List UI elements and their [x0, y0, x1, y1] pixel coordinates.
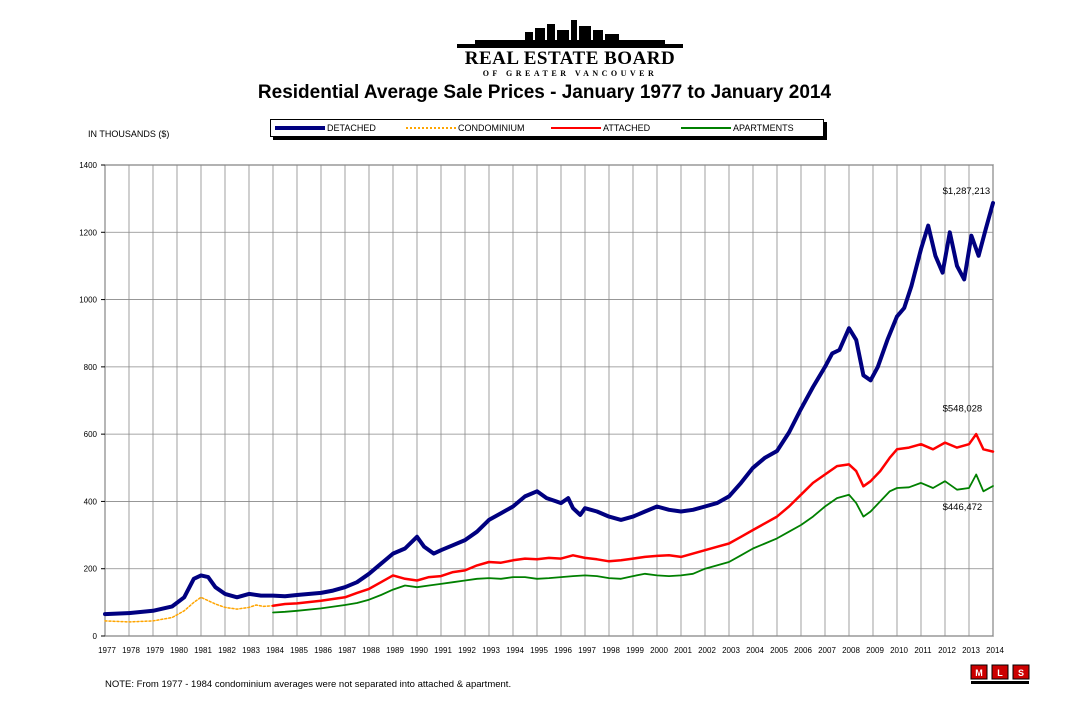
legend-item-condominium: CONDOMINIUM: [406, 120, 525, 136]
footer-note: NOTE: From 1977 - 1984 condominium avera…: [105, 679, 512, 690]
value-annotation: $1,287,213: [943, 186, 991, 197]
x-tick-label: 1999: [626, 646, 644, 655]
legend-label-apartments: APARTMENTS: [733, 123, 794, 133]
legend-label-condominium: CONDOMINIUM: [458, 123, 525, 133]
legend-item-apartments: APARTMENTS: [681, 120, 794, 136]
x-tick-label: 1978: [122, 646, 140, 655]
x-tick-label: 2004: [746, 646, 764, 655]
y-tick-label: 0: [93, 632, 98, 641]
x-tick-label: 1987: [338, 646, 356, 655]
x-tick-label: 2006: [794, 646, 812, 655]
x-tick-label: 1977: [98, 646, 116, 655]
x-tick-label: 1992: [458, 646, 476, 655]
svg-text:L: L: [997, 668, 1003, 678]
x-tick-label: 2001: [674, 646, 692, 655]
value-annotation: $446,472: [943, 502, 983, 513]
y-tick-label: 800: [84, 363, 98, 372]
y-tick-label: 1400: [79, 161, 97, 170]
logo-main-text: REAL ESTATE BOARD: [464, 48, 676, 69]
skyline-icon: [457, 20, 683, 48]
x-tick-label: 2002: [698, 646, 716, 655]
x-tick-label: 1997: [578, 646, 596, 655]
x-tick-label: 2012: [938, 646, 956, 655]
x-tick-label: 1994: [506, 646, 524, 655]
x-tick-label: 2010: [890, 646, 908, 655]
x-tick-label: 2003: [722, 646, 740, 655]
svg-text:M: M: [975, 668, 983, 678]
x-tick-label: 2007: [818, 646, 836, 655]
x-tick-label: 2000: [650, 646, 668, 655]
x-tick-label: 1990: [410, 646, 428, 655]
x-tick-label: 1983: [242, 646, 260, 655]
x-tick-label: 1989: [386, 646, 404, 655]
svg-text:S: S: [1018, 668, 1024, 678]
y-tick-label: 400: [84, 497, 98, 506]
y-tick-label: 200: [84, 565, 98, 574]
x-tick-label: 2014: [986, 646, 1004, 655]
x-tick-label: 2013: [962, 646, 980, 655]
board-logo: REAL ESTATE BOARD OF GREATER VANCOUVER: [455, 18, 685, 78]
y-tick-label: 1200: [79, 228, 97, 237]
series-line-apartments: [272, 473, 994, 614]
plot-area: [104, 164, 994, 637]
x-tick-label: 1985: [290, 646, 308, 655]
x-tick-label: 1996: [554, 646, 572, 655]
x-tick-label: 1995: [530, 646, 548, 655]
chart-title: Residential Average Sale Prices - Januar…: [257, 82, 832, 103]
x-tick-label: 2009: [866, 646, 884, 655]
x-tick-label: 1984: [266, 646, 284, 655]
x-tick-label: 1979: [146, 646, 164, 655]
legend-swatch-detached: [275, 126, 325, 130]
series-line-detached: [103, 201, 995, 617]
y-axis-label: IN THOUSANDS ($): [88, 129, 170, 139]
x-tick-label: 2005: [770, 646, 788, 655]
x-tick-label: 1988: [362, 646, 380, 655]
x-tick-label: 1993: [482, 646, 500, 655]
mls-logo-icon: M L S: [970, 664, 1030, 684]
x-tick-label: 1982: [218, 646, 236, 655]
legend-item-detached: DETACHED: [275, 120, 376, 136]
x-tick-label: 1981: [194, 646, 212, 655]
series-line-condominium: [104, 596, 274, 623]
x-tick-label: 1986: [314, 646, 332, 655]
y-tick-label: 600: [84, 430, 98, 439]
value-annotation: $548,028: [943, 404, 983, 415]
y-tick-label: 1000: [79, 296, 97, 305]
x-tick-label: 1998: [602, 646, 620, 655]
logo-sub-text: OF GREATER VANCOUVER: [482, 69, 658, 78]
legend-label-attached: ATTACHED: [603, 123, 651, 133]
x-tick-label: 1980: [170, 646, 188, 655]
legend-item-attached: ATTACHED: [551, 120, 650, 136]
series-line-attached: [271, 432, 995, 607]
legend-label-detached: DETACHED: [327, 123, 376, 133]
legend-swatch-attached: [551, 127, 601, 129]
legend-swatch-condominium: [406, 127, 456, 129]
x-tick-label: 2011: [914, 646, 932, 655]
chart-legend: DETACHED CONDOMINIUM ATTACHED APARTMENTS: [270, 119, 824, 137]
legend-swatch-apartments: [681, 127, 731, 129]
x-tick-label: 1991: [434, 646, 452, 655]
x-tick-label: 2008: [842, 646, 860, 655]
